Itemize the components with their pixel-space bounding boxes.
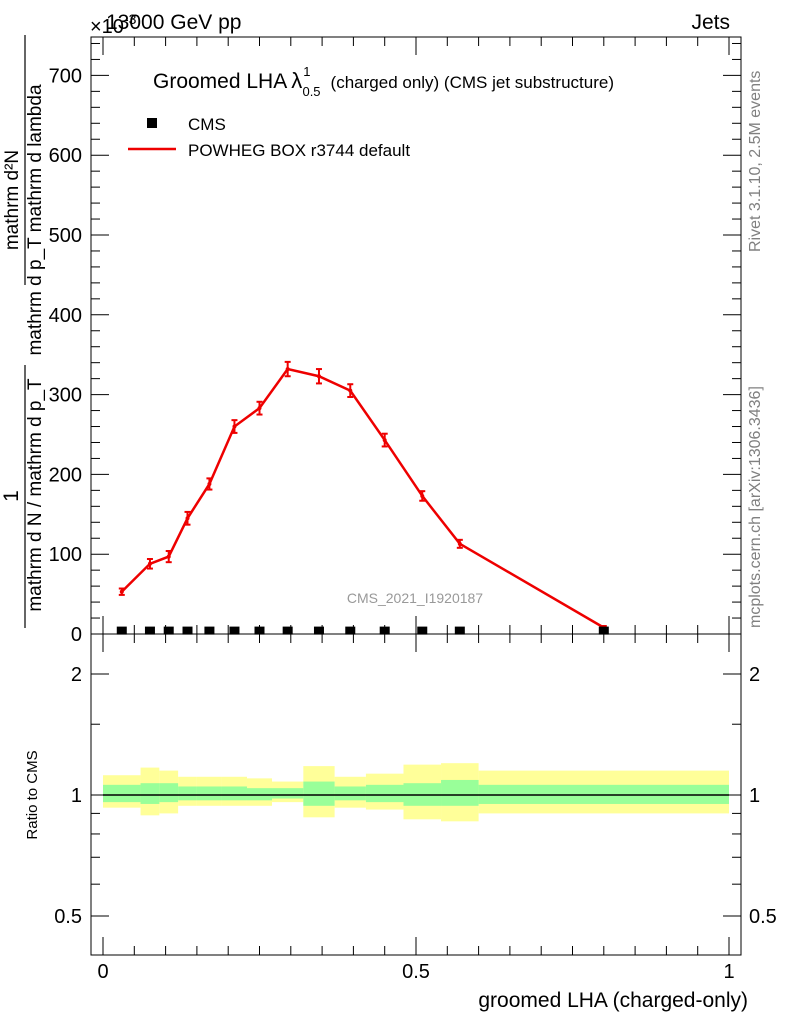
ratio-band-inner <box>246 788 273 801</box>
xtick-label: 0 <box>97 961 108 983</box>
cms-series <box>116 626 609 635</box>
ratio-ytick-label-right: 0.5 <box>749 906 777 928</box>
ylabel-rhs-denominator: mathrm d p_T mathrm d lambda <box>25 84 46 355</box>
main-ytick-label: 700 <box>49 65 82 87</box>
cms-point <box>598 626 609 635</box>
mc-point <box>147 561 152 566</box>
analysis-watermark: CMS_2021_I1920187 <box>347 590 483 606</box>
scale-exponent: ×10-3 <box>90 11 137 38</box>
mc-point <box>316 374 321 379</box>
ylabel-numerator: 1 <box>0 490 23 502</box>
ratio-uncertainty-bands <box>103 763 729 822</box>
ratio-band-inner <box>159 783 179 803</box>
header-category: Jets <box>691 11 730 34</box>
cms-point <box>204 626 215 635</box>
cms-point <box>313 626 324 635</box>
main-ytick-label: 600 <box>49 145 82 167</box>
mc-point <box>420 493 425 498</box>
mc-point <box>457 541 462 546</box>
mc-series <box>118 360 607 631</box>
ratio-ytick-label-right: 2 <box>749 664 760 686</box>
ratio-band-inner <box>221 786 247 801</box>
header-energy: 13000 GeV pp <box>106 11 241 34</box>
mc-line <box>120 367 605 629</box>
ratio-ytick-label: 1 <box>71 785 82 807</box>
main-ytick-label: 500 <box>49 225 82 247</box>
main-ytick-label: 300 <box>49 385 82 407</box>
main-ytick-label: 0 <box>71 624 82 646</box>
cms-point <box>182 626 193 635</box>
main-plot-panel: 0 100 200 300 400 500 600 700 <box>49 36 742 646</box>
main-y-label: 1 mathrm d N / mathrm d p_T mathrm d²N m… <box>0 35 46 628</box>
plot-title: Groomed LHA λ1 0.5 (charged only) (CMS jet … <box>153 64 614 99</box>
main-ytick-label: 200 <box>49 464 82 486</box>
mc-point <box>382 438 387 443</box>
xtick-label: 0.5 <box>402 961 430 983</box>
mc-point <box>207 481 212 486</box>
ratio-ytick-label-right: 1 <box>749 785 760 807</box>
mc-point <box>232 424 237 429</box>
ratio-band-inner <box>365 784 404 803</box>
legend-cms-label: CMS <box>188 115 226 134</box>
ratio-band-inner <box>441 779 479 806</box>
mc-point <box>166 554 171 559</box>
ratio-band-inner <box>140 783 160 804</box>
ratio-band-inner <box>103 784 141 803</box>
cms-point <box>417 626 428 635</box>
mc-point <box>185 516 190 521</box>
ratio-band-inner <box>272 788 304 799</box>
cms-point <box>116 626 127 635</box>
cms-point <box>144 626 155 635</box>
ratio-band-inner <box>303 781 335 806</box>
ratio-y-label: Ratio to CMS <box>24 750 41 839</box>
main-ytick-label: 100 <box>49 544 82 566</box>
cms-point <box>454 626 465 635</box>
ratio-ytick-label: 2 <box>71 664 82 686</box>
cms-point <box>282 626 293 635</box>
ratio-plot-panel: 0.5 0.5 1 1 2 2 <box>54 633 777 956</box>
mcplots-label: mcplots.cern.ch [arXiv:1306.3436] <box>747 386 764 628</box>
cms-point <box>254 626 265 635</box>
legend: CMS POWHEG BOX r3744 default <box>128 115 410 160</box>
legend-cms-marker <box>147 118 157 128</box>
cms-point <box>163 626 174 635</box>
ratio-band-inner <box>196 786 222 801</box>
xtick-label: 1 <box>723 961 734 983</box>
mc-point <box>119 589 124 594</box>
cms-point <box>229 626 240 635</box>
ratio-ytick-label: 0.5 <box>54 906 82 928</box>
ylabel-rhs-numerator: mathrm d²N <box>2 150 23 250</box>
rivet-label: Rivet 3.1.10, 2.5M events <box>747 71 764 252</box>
ratio-band-inner <box>178 786 197 801</box>
main-ytick-label: 400 <box>49 305 82 327</box>
cms-point <box>379 626 390 635</box>
x-axis-label: groomed LHA (charged-only) <box>478 989 748 1012</box>
mc-point <box>348 388 353 393</box>
ylabel-denominator: mathrm d N / mathrm d p_T <box>25 378 46 612</box>
cms-point <box>345 626 356 635</box>
mc-point <box>285 367 290 372</box>
mc-point <box>257 406 262 411</box>
ratio-band-inner <box>334 786 366 801</box>
legend-mc-label: POWHEG BOX r3744 default <box>188 141 410 160</box>
